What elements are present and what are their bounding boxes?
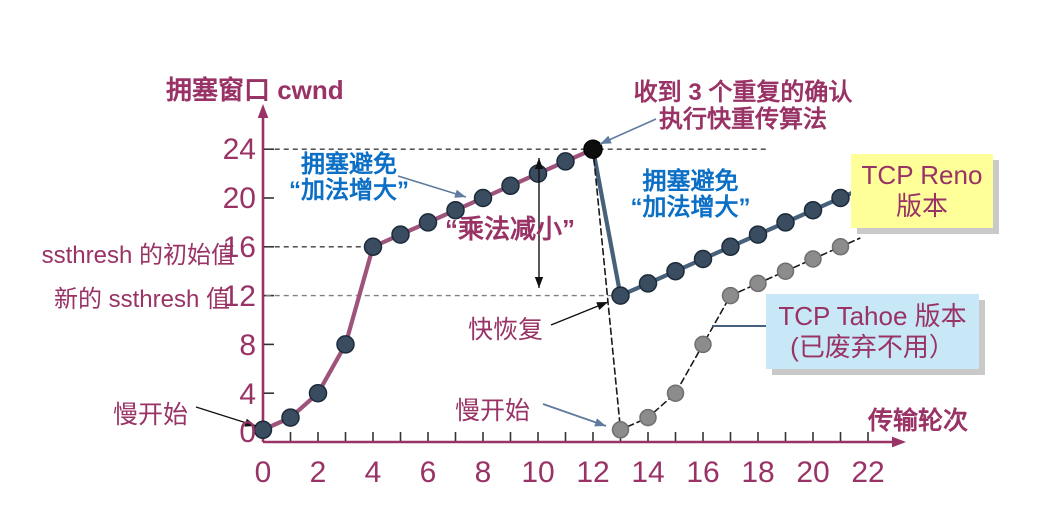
tcp-reno-box-line2: 版本 bbox=[895, 191, 948, 221]
data-point bbox=[776, 213, 795, 232]
arrowhead bbox=[534, 158, 544, 169]
congestion-avoidance-left-line2: “加法增大” bbox=[289, 177, 409, 204]
series-line bbox=[590, 147, 623, 298]
dup-ack-annotation-line2: 执行快重传算法 bbox=[659, 106, 827, 133]
data-point bbox=[831, 238, 850, 256]
slow-start-label-1: 慢开始 bbox=[113, 401, 189, 429]
dup-ack-annotation: 收到 3 个重复的确认 执行快重传算法 bbox=[598, 79, 888, 133]
data-point bbox=[473, 188, 493, 208]
data-point bbox=[721, 237, 740, 257]
data-point bbox=[501, 176, 520, 196]
arrowhead bbox=[594, 418, 606, 427]
x-tick-6: 6 bbox=[419, 456, 437, 489]
x-tick-2: 2 bbox=[309, 456, 327, 489]
data-point bbox=[363, 237, 383, 257]
multiplicative-decrease-label: “乘法减小” bbox=[445, 214, 576, 244]
y-tick-24: 24 bbox=[222, 133, 256, 166]
tcp-reno-box-line1: TCP Reno bbox=[861, 160, 983, 190]
x-tick-16: 16 bbox=[686, 456, 720, 489]
data-point bbox=[666, 261, 685, 281]
data-point bbox=[693, 249, 713, 269]
y-tick-20: 20 bbox=[222, 182, 256, 215]
data-point bbox=[611, 286, 630, 305]
y-tick-12: 12 bbox=[222, 280, 256, 313]
x-tick-18: 18 bbox=[741, 456, 775, 489]
x-tick-10: 10 bbox=[521, 456, 555, 489]
data-point bbox=[694, 335, 712, 354]
tcp-reno-box: TCP Reno 版本 bbox=[851, 154, 993, 228]
data-point bbox=[418, 213, 438, 232]
congestion-avoidance-right-line1: 拥塞避免 bbox=[642, 168, 739, 195]
congestion-avoidance-left-label: 拥塞避免 “加法增大” bbox=[276, 152, 422, 204]
y-tick-0: 0 bbox=[239, 416, 256, 449]
tcp-tahoe-box: TCP Tahoe 版本 (已废弃不用） bbox=[766, 294, 979, 369]
data-point bbox=[804, 250, 822, 268]
data-point bbox=[308, 383, 328, 403]
y-axis-title: 拥塞窗口 cwnd bbox=[166, 75, 344, 105]
data-point bbox=[391, 225, 410, 244]
ssthresh-initial-label: ssthresh 的初始值 bbox=[41, 242, 235, 269]
arrowhead bbox=[596, 302, 608, 310]
series-line bbox=[618, 190, 855, 298]
x-tick-14: 14 bbox=[631, 456, 665, 489]
dup-ack-annotation-line1: 收到 3 个重复的确认 bbox=[633, 79, 853, 106]
arrowhead bbox=[600, 135, 612, 144]
data-point bbox=[253, 420, 273, 440]
data-point bbox=[721, 286, 740, 305]
data-point bbox=[831, 188, 850, 208]
arrowhead bbox=[257, 104, 269, 118]
arrow-ca-left-to-line bbox=[397, 175, 467, 198]
arrowhead bbox=[244, 418, 256, 427]
data-point bbox=[666, 384, 685, 402]
data-point bbox=[749, 274, 767, 293]
x-tick-0: 0 bbox=[254, 456, 272, 489]
x-tick-8: 8 bbox=[474, 456, 492, 489]
data-point bbox=[281, 408, 300, 427]
data-point bbox=[776, 262, 795, 280]
peak-3-dup-ack-point bbox=[583, 139, 603, 159]
congestion-avoidance-right-label: 拥塞避免 “加法增大” bbox=[613, 169, 768, 221]
x-axis-title: 传输轮次 bbox=[868, 407, 969, 435]
tcp-tahoe-box-line2: (已废弃不用） bbox=[790, 331, 955, 362]
arrowhead bbox=[534, 277, 544, 288]
data-point bbox=[336, 335, 355, 354]
arrowhead bbox=[892, 436, 906, 448]
data-point bbox=[639, 408, 657, 427]
data-point bbox=[446, 200, 465, 220]
y-tick-4: 4 bbox=[239, 378, 256, 411]
congestion-avoidance-left-line1: 拥塞避免 bbox=[301, 151, 397, 178]
ssthresh-new-label: 新的 ssthresh 值 bbox=[53, 286, 230, 313]
congestion-avoidance-right-line2: “加法增大” bbox=[630, 194, 751, 221]
arrow-slow-start2-to-tahoe bbox=[542, 403, 607, 427]
x-tick-4: 4 bbox=[364, 456, 382, 489]
x-tick-22: 22 bbox=[851, 456, 885, 489]
x-tick-20: 20 bbox=[796, 456, 830, 489]
x-tick-12: 12 bbox=[576, 456, 610, 489]
data-point bbox=[803, 200, 823, 220]
fast-recovery-label: 快恢复 bbox=[468, 316, 544, 344]
data-point bbox=[748, 225, 768, 244]
y-tick-8: 8 bbox=[239, 329, 256, 362]
slow-start-label-2: 慢开始 bbox=[455, 397, 531, 425]
data-point bbox=[611, 421, 630, 439]
y-tick-16: 16 bbox=[222, 231, 256, 264]
data-point bbox=[556, 152, 575, 171]
tcp-tahoe-box-line1: TCP Tahoe 版本 bbox=[778, 300, 967, 331]
data-point bbox=[638, 274, 658, 293]
arrowhead bbox=[454, 189, 466, 198]
